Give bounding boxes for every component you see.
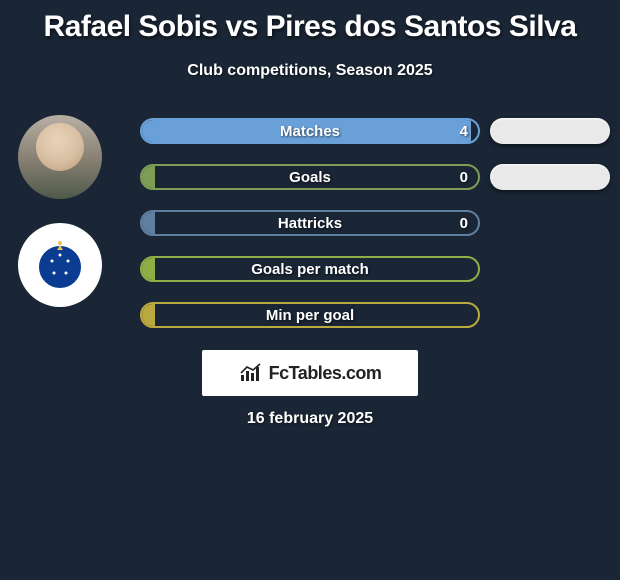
pill-spacer: [490, 256, 610, 282]
page-title: Rafael Sobis vs Pires dos Santos Silva: [0, 0, 620, 44]
stat-bar: Hattricks 0: [140, 210, 480, 236]
stat-bar-fill: [142, 258, 155, 280]
brand-text: FcTables.com: [269, 363, 382, 384]
stat-bar-fill: [142, 212, 155, 234]
stat-bar-fill: [142, 166, 155, 188]
comparison-pills: [490, 118, 610, 328]
stat-value: 0: [460, 169, 468, 186]
stat-bar: Goals per match: [140, 256, 480, 282]
stat-label: Hattricks: [278, 215, 342, 232]
pill-spacer: [490, 210, 610, 236]
stat-bar: Goals 0: [140, 164, 480, 190]
stat-label: Matches: [280, 123, 340, 140]
stat-bar: Min per goal: [140, 302, 480, 328]
stat-value: 4: [460, 123, 468, 140]
brand-attribution: FcTables.com: [202, 350, 418, 396]
stat-label: Min per goal: [266, 307, 354, 324]
date-label: 16 february 2025: [0, 410, 620, 428]
comparison-pill: [490, 118, 610, 144]
club-badge: [18, 223, 102, 307]
club-crest-icon: [30, 235, 90, 295]
pill-spacer: [490, 302, 610, 328]
stat-label: Goals per match: [251, 261, 369, 278]
stats-bars: Matches 4 Goals 0 Hattricks 0 Goals per match M…: [140, 118, 480, 328]
player-avatar: [18, 115, 102, 199]
stat-bar-fill: [142, 304, 155, 326]
comparison-pill: [490, 164, 610, 190]
avatars-column: [10, 115, 110, 307]
stat-label: Goals: [289, 169, 331, 186]
stat-bar: Matches 4: [140, 118, 480, 144]
stat-value: 0: [460, 215, 468, 232]
brand-chart-icon: [239, 363, 265, 383]
subtitle: Club competitions, Season 2025: [0, 62, 620, 80]
